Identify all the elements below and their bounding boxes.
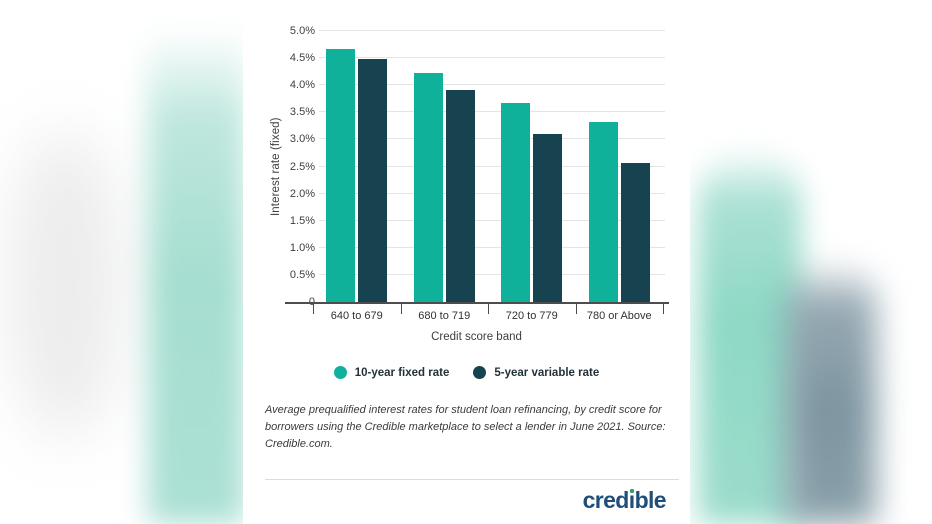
logo-text-cred: cred	[582, 487, 630, 513]
divider	[265, 479, 679, 480]
y-tick-label: 5.0%	[289, 25, 315, 37]
gridline	[319, 192, 665, 194]
y-axis-tick-labels: 5.0% 4.5% 4.0% 3.5% 3.0% 2.5% 2.0% 1.5% 1.0% 0.5%…	[283, 25, 315, 308]
bar-group-720-to-779	[488, 31, 576, 302]
y-tick-label: 1.0%	[289, 241, 315, 254]
y-tick-label: 4.0%	[289, 79, 315, 92]
background-blur-gray-left	[8, 130, 123, 440]
chart-card: Interest rate (fixed) 5.0% 4.5% 4.0% 3.5% 3.…	[243, 0, 690, 524]
bar-10-year-fixed-rate	[501, 102, 531, 302]
legend-item-10-year-fixed-rate: 10-year fixed rate	[333, 366, 450, 379]
caption: Average prequalified interest rates for …	[265, 404, 666, 451]
x-axis-tick	[400, 303, 402, 314]
logo-letter-i: ı	[629, 487, 635, 514]
bar-10-year-fixed-rate	[326, 48, 356, 302]
background-blur-teal-right	[698, 148, 802, 524]
credible-logo: cred ıble	[582, 487, 667, 514]
legend-label: 5-year variable rate	[494, 366, 600, 379]
x-tick-label: 680 to 719	[418, 310, 471, 322]
y-tick-label: 2.5%	[289, 160, 315, 173]
gridlines	[313, 30, 665, 302]
x-axis-tick-labels: 640 to 679 680 to 719 720 to 779 780 or Abo…	[313, 310, 663, 322]
x-axis-line	[285, 302, 669, 304]
y-tick-label: 4.5%	[289, 52, 315, 65]
bar-10-year-fixed-rate	[588, 121, 618, 302]
logo-text-ble: ble	[634, 487, 667, 513]
bar-10-year-fixed-rate	[413, 72, 443, 302]
background-blur-dark-right	[786, 262, 876, 524]
x-axis-tick	[488, 303, 489, 314]
x-tick-label: 780 or Above	[586, 310, 652, 322]
x-tick-label: 720 to 779	[505, 310, 558, 322]
gridline	[319, 273, 665, 275]
background-blur-teal-left	[148, 28, 245, 524]
gridline	[319, 165, 665, 167]
bar-group-680-to-719	[401, 31, 489, 302]
legend: 10-year fixed rate 5-year variable rate	[243, 366, 690, 379]
x-tick-label: 640 to 679	[330, 310, 383, 322]
gridline	[319, 219, 665, 221]
bar-5-year-variable-rate	[620, 162, 650, 302]
y-tick-label: 3.0%	[289, 133, 315, 146]
x-axis-tick	[663, 303, 664, 314]
bar-5-year-variable-rate	[445, 90, 475, 302]
bar-groups	[313, 31, 663, 302]
x-axis-ticks	[243, 0, 690, 352]
bar-group-780-or-above	[576, 31, 664, 302]
gridline	[319, 84, 665, 86]
bar-5-year-variable-rate	[358, 59, 388, 302]
x-axis-tick	[313, 303, 314, 314]
plot-area	[313, 30, 665, 302]
gridline	[319, 30, 665, 31]
gridline	[319, 138, 665, 140]
bar-group-640-to-679	[313, 31, 401, 302]
x-axis-tick	[575, 303, 577, 314]
gridline	[319, 111, 665, 113]
x-axis-title: Credit score band	[431, 331, 522, 343]
y-tick-label: 3.5%	[289, 106, 315, 119]
gridline	[319, 57, 665, 59]
y-tick-label: 2.0%	[289, 187, 315, 200]
y-tick-label: 1.5%	[289, 214, 315, 227]
legend-item-5-year-variable-rate: 5-year variable rate	[473, 366, 599, 379]
y-tick-label: 0.5%	[289, 268, 315, 281]
legend-dot-icon	[473, 366, 487, 379]
logo-i-dot-icon	[629, 488, 635, 493]
gridline	[319, 246, 665, 248]
logo-i-stem: ı	[628, 487, 635, 513]
bar-5-year-variable-rate	[533, 133, 563, 302]
chart-area: Interest rate (fixed) 5.0% 4.5% 4.0% 3.5% 3.…	[243, 0, 690, 352]
legend-dot-icon	[333, 366, 347, 379]
legend-label: 10-year fixed rate	[354, 366, 450, 379]
